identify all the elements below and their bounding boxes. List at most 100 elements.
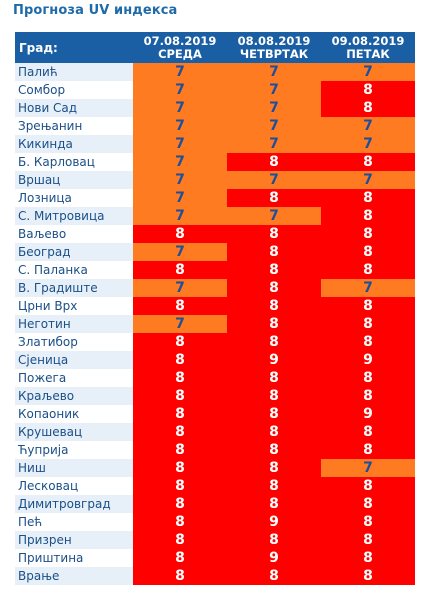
uv-index-cell: 7 (227, 99, 321, 117)
uv-index-cell: 8 (321, 531, 415, 549)
city-name: С. Митровица (15, 207, 133, 225)
city-name: Вршац (15, 171, 133, 189)
city-name: Сјеница (15, 351, 133, 369)
table-row: Призрен 8 8 8 (15, 531, 415, 549)
uv-index-cell: 9 (227, 549, 321, 567)
table-body: Палић 7 7 7 Сомбор 7 7 8 Нови Сад 7 7 8 Зрењанин 7 7 7 К… (15, 63, 415, 585)
day-date: 09.08.2019 (331, 33, 405, 48)
city-name: Палић (15, 63, 133, 81)
uv-index-cell: 8 (227, 279, 321, 297)
table-row: Ћуприја 8 8 8 (15, 441, 415, 459)
table-row: Зрењанин 7 7 7 (15, 117, 415, 135)
uv-index-cell: 7 (227, 63, 321, 81)
table-row: Врање 8 8 8 (15, 567, 415, 585)
uv-index-cell: 8 (321, 441, 415, 459)
city-name: Сомбор (15, 81, 133, 99)
uv-index-cell: 7 (133, 189, 227, 207)
city-name: Кикинда (15, 135, 133, 153)
city-name: Ниш (15, 459, 133, 477)
city-name: Копаоник (15, 405, 133, 423)
uv-index-cell: 8 (227, 423, 321, 441)
table-row: Неготин 7 8 8 (15, 315, 415, 333)
uv-index-cell: 8 (321, 495, 415, 513)
uv-index-cell: 9 (227, 513, 321, 531)
uv-index-cell: 7 (321, 459, 415, 477)
uv-index-cell: 8 (321, 387, 415, 405)
uv-index-cell: 8 (321, 513, 415, 531)
table-row: В. Градиште 7 8 7 (15, 279, 415, 297)
uv-index-cell: 7 (133, 279, 227, 297)
uv-index-cell: 8 (321, 315, 415, 333)
day-date: 08.08.2019 (237, 33, 311, 48)
uv-index-cell: 8 (133, 477, 227, 495)
day-column-header: 07.08.2019 СРЕДА (133, 32, 227, 63)
uv-index-cell: 7 (321, 135, 415, 153)
uv-index-cell: 8 (133, 459, 227, 477)
uv-index-cell: 8 (227, 315, 321, 333)
table-row: Пожега 8 8 8 (15, 369, 415, 387)
uv-index-cell: 7 (133, 63, 227, 81)
table-row: Кикинда 7 7 7 (15, 135, 415, 153)
uv-index-cell: 8 (133, 441, 227, 459)
uv-index-cell: 8 (227, 531, 321, 549)
uv-index-cell: 8 (227, 477, 321, 495)
table-row: Лозница 7 8 8 (15, 189, 415, 207)
city-name: Крушевац (15, 423, 133, 441)
table-row: Ваљево 8 8 8 (15, 225, 415, 243)
uv-index-cell: 8 (227, 567, 321, 585)
day-weekday: ПЕТАК (346, 46, 390, 61)
uv-index-cell: 8 (133, 495, 227, 513)
city-name: Врање (15, 567, 133, 585)
table-row: Крушевац 8 8 8 (15, 423, 415, 441)
table-row: Лесковац 8 8 8 (15, 477, 415, 495)
uv-index-cell: 8 (227, 405, 321, 423)
city-name: Ћуприја (15, 441, 133, 459)
uv-index-cell: 8 (321, 567, 415, 585)
uv-index-cell: 8 (227, 261, 321, 279)
uv-index-cell: 7 (321, 171, 415, 189)
city-name: Краљево (15, 387, 133, 405)
uv-index-cell: 8 (321, 189, 415, 207)
uv-index-cell: 7 (321, 117, 415, 135)
table-row: С. Паланка 8 8 8 (15, 261, 415, 279)
city-name: Зрењанин (15, 117, 133, 135)
uv-index-cell: 7 (133, 135, 227, 153)
uv-index-cell: 8 (321, 423, 415, 441)
uv-index-cell: 8 (321, 333, 415, 351)
uv-index-cell: 8 (133, 531, 227, 549)
uv-index-cell: 7 (321, 63, 415, 81)
uv-index-cell: 8 (133, 261, 227, 279)
uv-index-cell: 8 (133, 351, 227, 369)
uv-index-cell: 8 (227, 459, 321, 477)
city-name: В. Градиште (15, 279, 133, 297)
uv-index-cell: 8 (321, 369, 415, 387)
day-column-header: 08.08.2019 ЧЕТВРТАК (227, 32, 321, 63)
table-row: С. Митровица 7 7 8 (15, 207, 415, 225)
uv-index-cell: 8 (321, 153, 415, 171)
table-row: Димитровград 8 8 8 (15, 495, 415, 513)
uv-index-cell: 7 (133, 315, 227, 333)
table-header-row: Град: 07.08.2019 СРЕДА 08.08.2019 ЧЕТВРТ… (15, 32, 415, 63)
table-row: Палић 7 7 7 (15, 63, 415, 81)
uv-index-cell: 8 (321, 99, 415, 117)
table-row: Приштина 8 9 8 (15, 549, 415, 567)
uv-index-cell: 8 (321, 297, 415, 315)
uv-index-cell: 9 (321, 351, 415, 369)
city-name: Нови Сад (15, 99, 133, 117)
uv-index-cell: 8 (133, 369, 227, 387)
uv-index-cell: 8 (133, 513, 227, 531)
city-name: Лозница (15, 189, 133, 207)
uv-index-cell: 8 (227, 333, 321, 351)
table-row: Б. Карловац 7 8 8 (15, 153, 415, 171)
uv-index-cell: 8 (321, 549, 415, 567)
uv-index-cell: 8 (321, 261, 415, 279)
city-column-header: Град: (15, 32, 133, 63)
city-name: Димитровград (15, 495, 133, 513)
uv-index-cell: 7 (133, 81, 227, 99)
uv-forecast-table: Град: 07.08.2019 СРЕДА 08.08.2019 ЧЕТВРТ… (15, 32, 415, 585)
uv-index-cell: 8 (133, 333, 227, 351)
city-name: Б. Карловац (15, 153, 133, 171)
uv-index-cell: 8 (227, 243, 321, 261)
uv-index-cell: 8 (227, 441, 321, 459)
uv-index-cell: 7 (133, 171, 227, 189)
